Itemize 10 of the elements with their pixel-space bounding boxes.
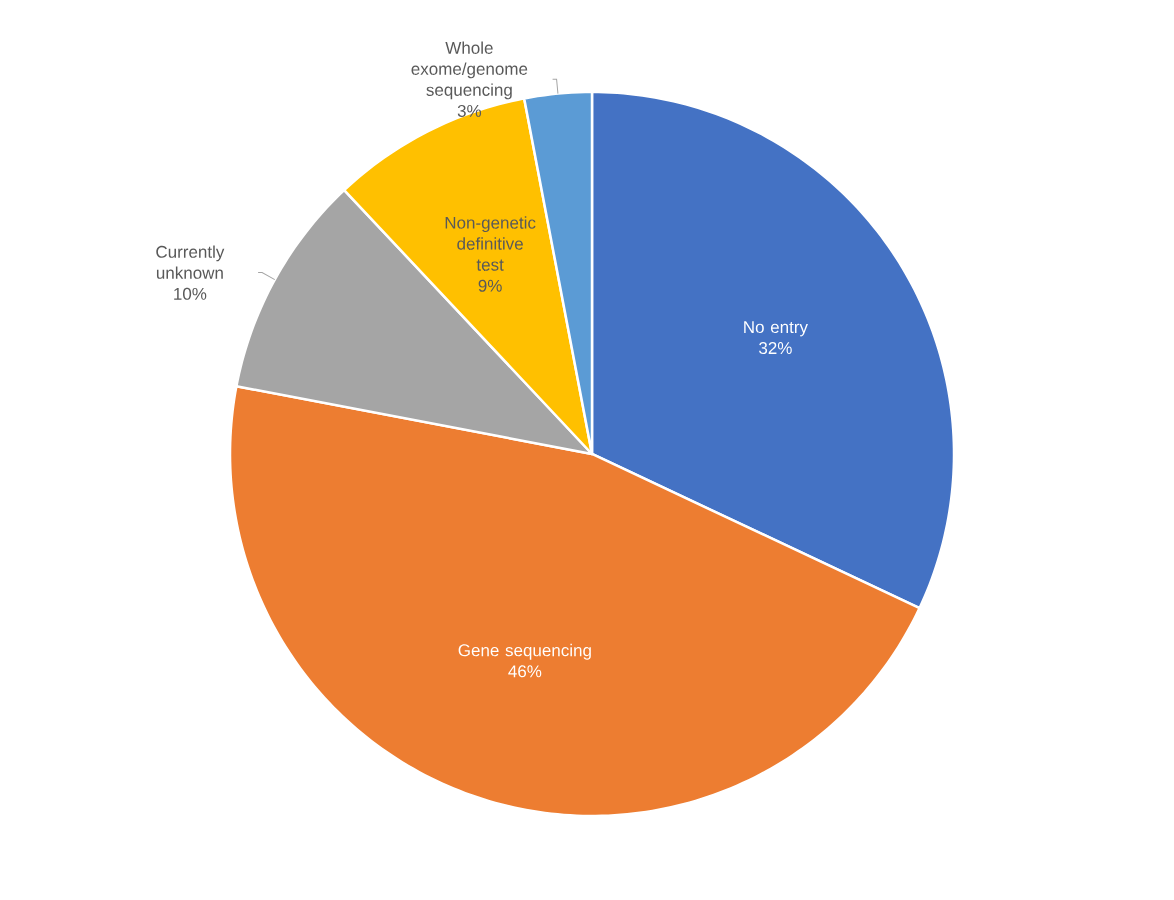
data-label: 3% [457, 104, 482, 117]
slice-label: Non-genetic definitive test [445, 216, 536, 271]
slice-label: Currently unknown [156, 245, 225, 279]
slice-label: No entry [744, 321, 808, 337]
data-label: 32% [759, 342, 792, 355]
slice-label: Gene sequencing [458, 643, 591, 660]
data-label: 9% [478, 279, 502, 292]
data-label: 46% [508, 665, 542, 678]
data-label: 10% [174, 287, 207, 300]
slice-label: Whole exome/genome sequencing [411, 41, 528, 100]
